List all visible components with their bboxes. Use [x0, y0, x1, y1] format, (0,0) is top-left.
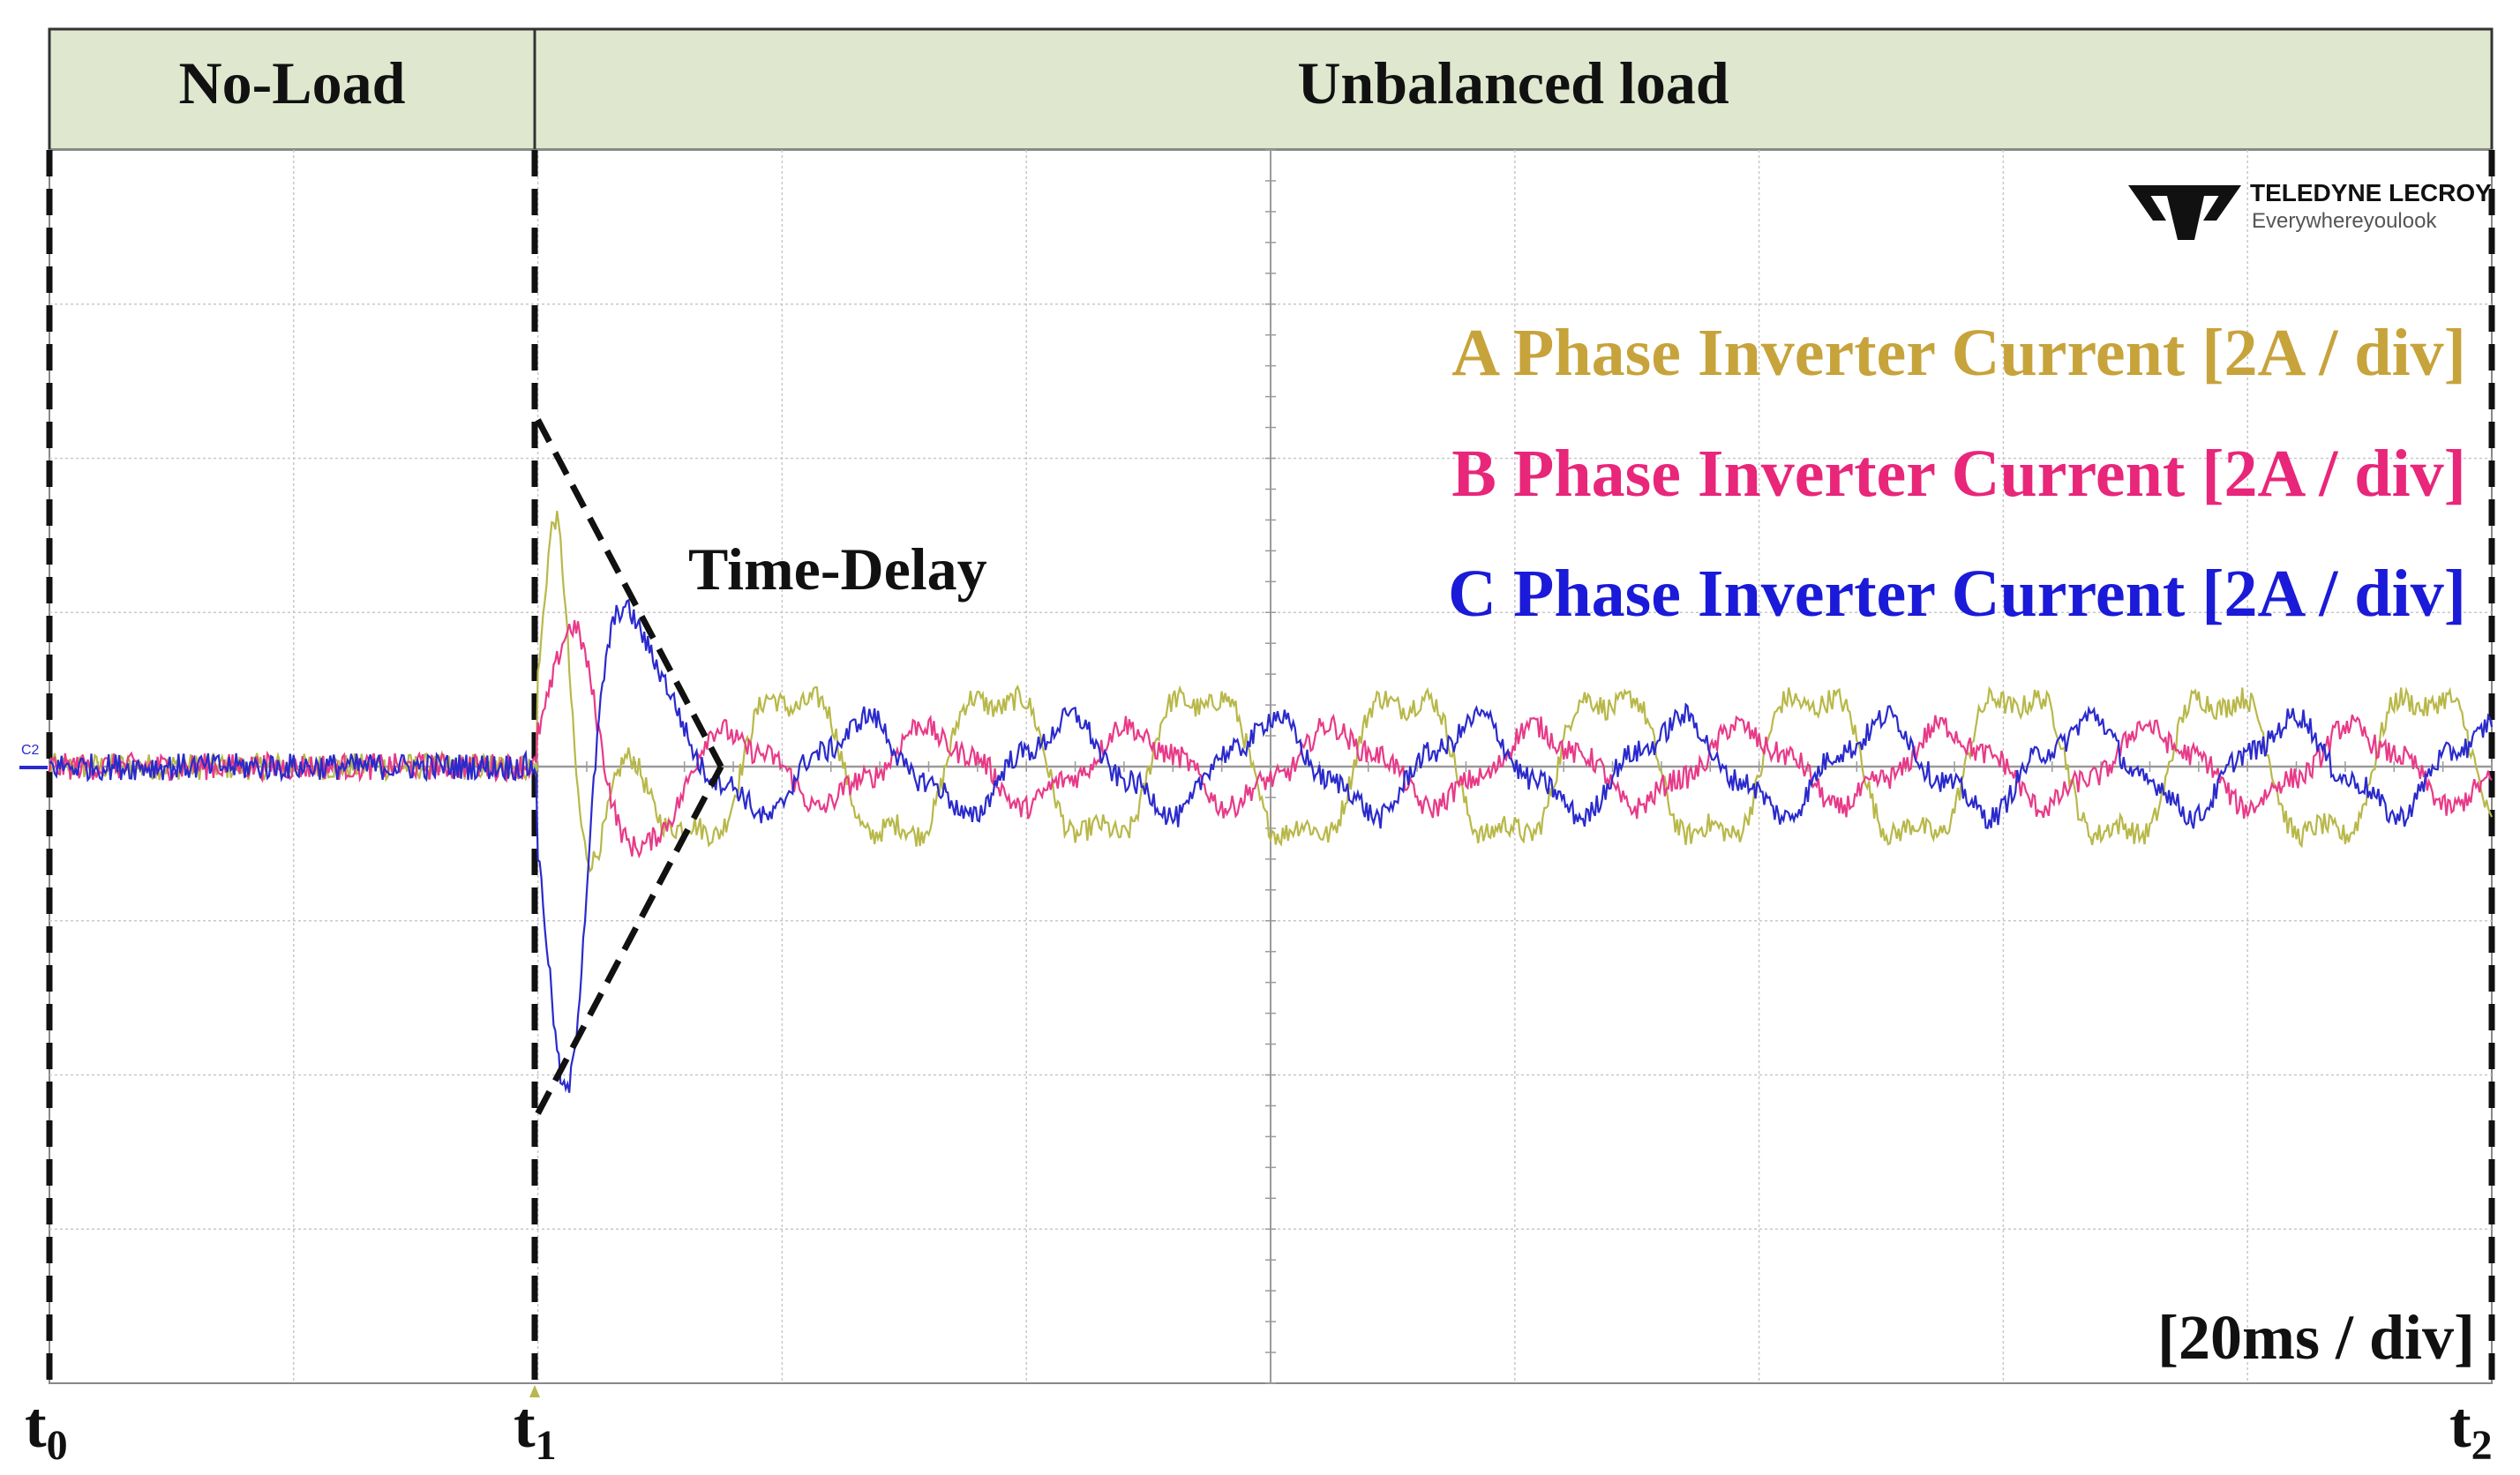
logo-tagline-text: Everywhereyoulook [2252, 209, 2437, 233]
region-header: No-Load Unbalanced load [48, 27, 2494, 152]
legend-series-c: C Phase Inverter Current [2A / div] [1448, 557, 2466, 631]
region-label-unbalanced: Unbalanced load [1297, 49, 1729, 116]
logo-brand-text: TELEDYNE LECROY [2250, 179, 2492, 206]
t2-label: t2 [2449, 1389, 2493, 1469]
trace-series-c [49, 598, 2494, 1093]
legend-series-a: A Phase Inverter Current [2A / div] [1451, 316, 2466, 390]
time-scale-label: [20ms / div] [2157, 1302, 2475, 1373]
envelope-lower-line [535, 765, 724, 1115]
legend-series-b: B Phase Inverter Current [2A / div] [1451, 437, 2466, 511]
t0-label: t0 [25, 1389, 68, 1469]
traces [48, 510, 2494, 1093]
t1-label: t1 [514, 1389, 557, 1469]
legend: A Phase Inverter Current [2A / div] B Ph… [1448, 316, 2466, 631]
time-delay-envelope [535, 418, 724, 1115]
envelope-upper-line [535, 418, 724, 768]
trigger-marker-icon [529, 1385, 540, 1397]
channel-marker: C2 [21, 743, 40, 758]
region-header-unbalanced [533, 27, 2494, 152]
logo-mark-icon [2128, 185, 2241, 240]
time-axis: t0 t1 t2 [25, 1389, 2493, 1469]
region-label-no-load: No-Load [179, 49, 406, 116]
teledyne-lecroy-logo: TELEDYNE LECROY Everywhereyoulook [2128, 179, 2492, 240]
logo-wing-icon [2128, 185, 2241, 221]
time-delay-label: Time-Delay [688, 535, 987, 603]
region-header-no-load [48, 27, 536, 152]
